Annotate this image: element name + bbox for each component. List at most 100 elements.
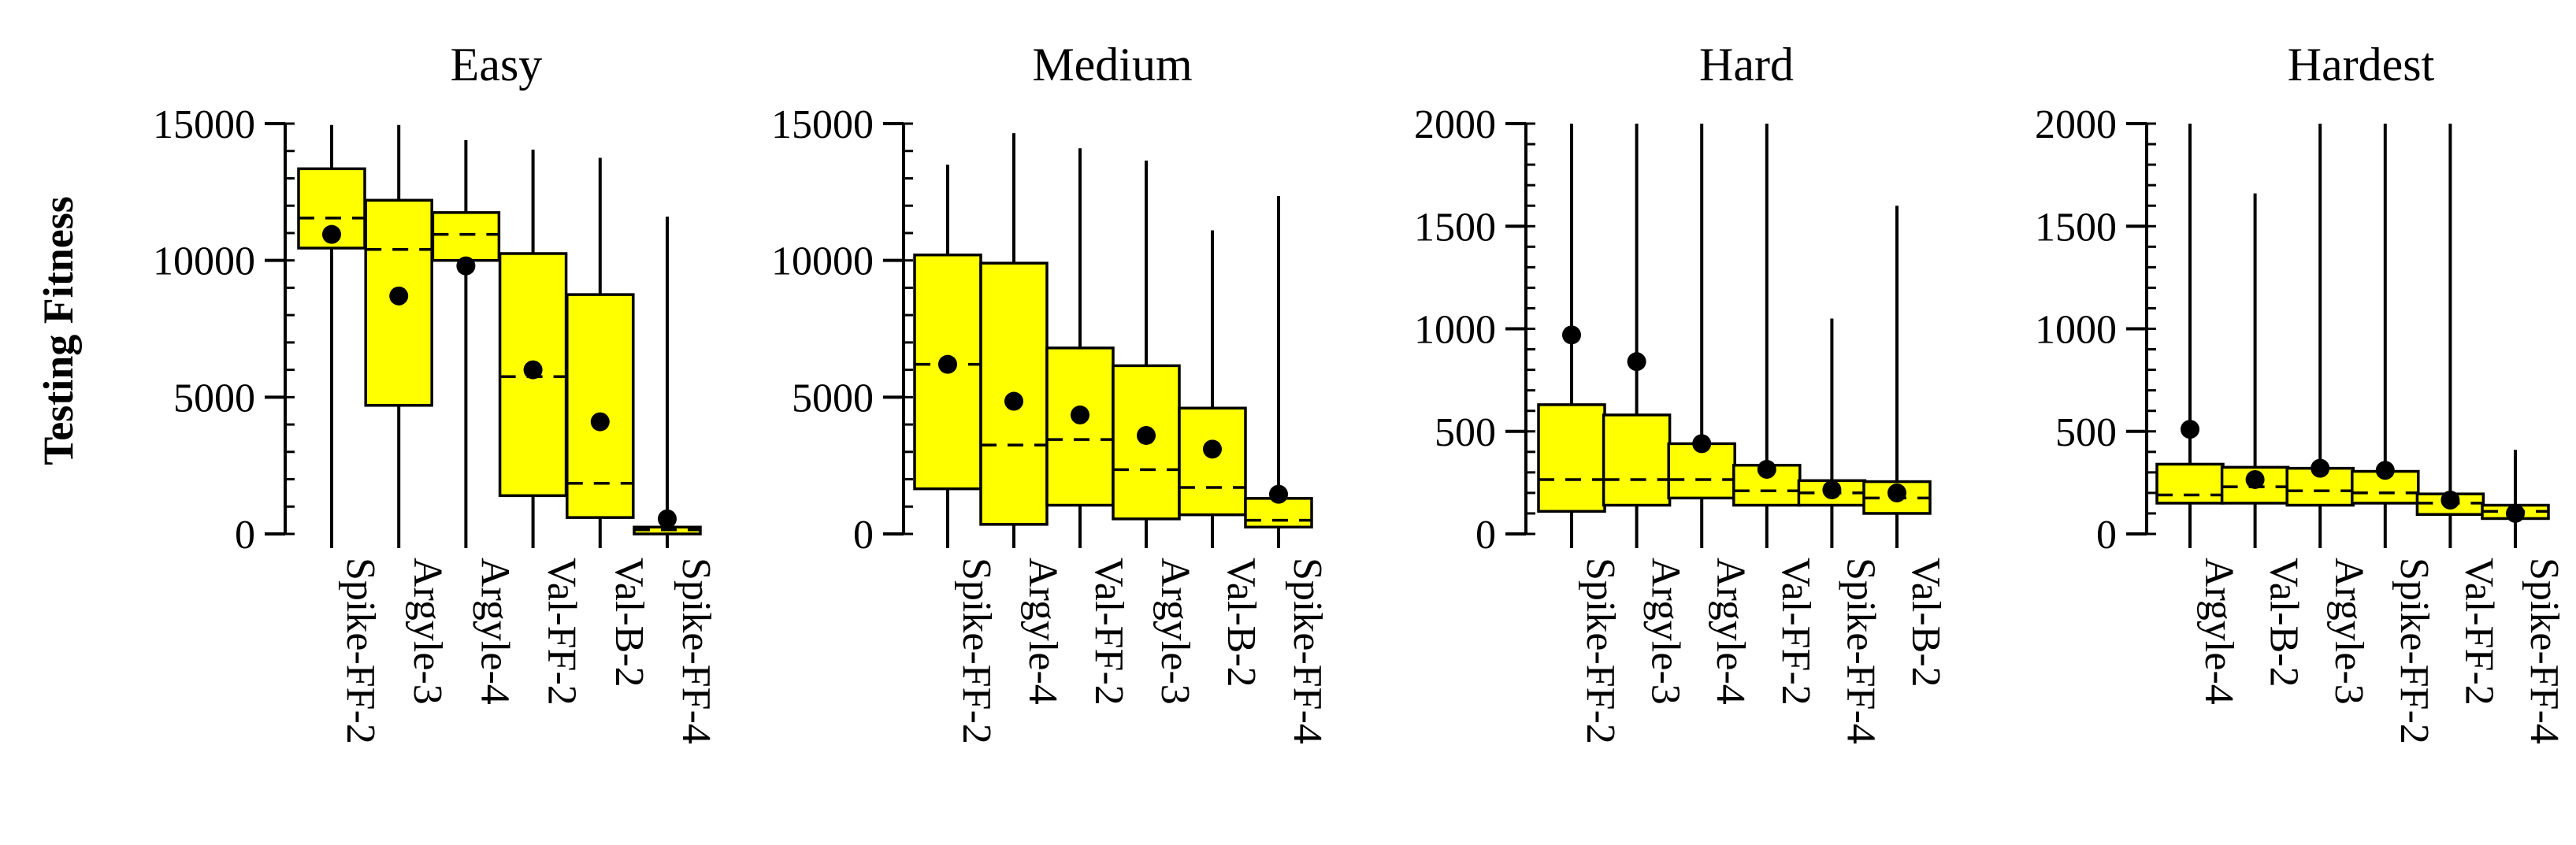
y-tick-label: 5000	[792, 376, 874, 421]
x-tick-label: Val-B-2	[1903, 558, 1948, 687]
box-val-b-2: Val-B-2	[1862, 206, 1948, 687]
iqr-box	[431, 211, 501, 262]
mean-marker	[523, 360, 543, 380]
box-spike-ff-2: Spike-FF-2	[297, 124, 383, 744]
x-tick-label: Spike-FF-2	[2392, 558, 2437, 744]
y-tick-label: 1500	[1414, 205, 1496, 250]
mean-marker	[1887, 483, 1906, 502]
mean-marker	[2245, 469, 2265, 489]
mean-marker	[1627, 352, 1646, 372]
mean-marker	[2311, 458, 2330, 478]
mean-marker	[2506, 503, 2525, 523]
panel-title: Medium	[1032, 39, 1192, 91]
iqr-box	[2155, 462, 2225, 505]
y-tick-label: 1000	[2035, 308, 2117, 353]
box-argyle-3: Argyle-3	[1112, 160, 1197, 705]
x-tick-label: Argyle-4	[472, 558, 517, 705]
x-tick-label: Spike-FF-4	[1838, 558, 1883, 744]
mean-marker	[2181, 420, 2199, 439]
mean-marker	[1562, 325, 1581, 345]
x-tick-label: Spike-FF-4	[674, 558, 718, 744]
x-tick-label: Val-B-2	[1219, 558, 1264, 687]
panel-title: Hard	[1699, 39, 1794, 91]
iqr-box	[566, 293, 635, 519]
box-spike-ff-2: Spike-FF-2	[1537, 124, 1623, 744]
box-val-b-2: Val-B-2	[566, 158, 651, 687]
iqr-box	[1178, 406, 1247, 517]
x-tick-label: Spike-FF-4	[2522, 558, 2567, 744]
y-tick-label: 10000	[153, 239, 255, 284]
x-tick-label: Spike-FF-4	[1285, 558, 1330, 744]
panel-title: Easy	[451, 39, 543, 91]
y-tick-label: 10000	[771, 239, 874, 284]
box-val-ff-2: Val-FF-2	[1045, 148, 1131, 706]
box-argyle-3: Argyle-3	[364, 124, 450, 705]
box-argyle-3: Argyle-3	[1602, 124, 1688, 705]
y-tick-label: 15000	[153, 102, 255, 147]
x-tick-label: Val-FF-2	[1773, 558, 1818, 706]
box-val-ff-2: Val-FF-2	[1732, 124, 1818, 706]
x-tick-label: Spike-FF-2	[954, 558, 999, 744]
y-tick-label: 15000	[771, 102, 874, 147]
mean-marker	[2375, 461, 2395, 480]
panel-title: Hardest	[2288, 39, 2435, 91]
y-tick-label: 0	[1475, 513, 1496, 558]
y-tick-label: 1000	[1414, 308, 1496, 353]
box-argyle-4: Argyle-4	[2155, 124, 2241, 705]
y-tick-label: 500	[1435, 410, 1496, 455]
mean-marker	[2441, 491, 2460, 510]
mean-marker	[590, 412, 610, 432]
box-val-b-2: Val-B-2	[2220, 193, 2307, 687]
y-tick-label: 5000	[173, 376, 255, 421]
box-argyle-4: Argyle-4	[1667, 124, 1753, 705]
mean-marker	[456, 256, 476, 276]
x-tick-label: Val-B-2	[2262, 558, 2307, 687]
mean-marker	[1692, 434, 1712, 454]
box-argyle-3: Argyle-3	[2285, 124, 2371, 705]
x-tick-label: Val-FF-2	[2456, 558, 2501, 706]
box-argyle-4: Argyle-4	[431, 139, 517, 705]
y-tick-label: 2000	[1414, 102, 1496, 147]
iqr-box	[1045, 347, 1115, 507]
y-axis-label: Testing Fitness	[35, 196, 82, 465]
iqr-box	[1537, 403, 1606, 513]
box-spike-ff-4: Spike-FF-4	[2481, 450, 2567, 744]
x-tick-label: Argyle-3	[1643, 558, 1688, 705]
x-tick-label: Spike-FF-2	[338, 558, 383, 744]
box-spike-ff-4: Spike-FF-4	[1797, 318, 1883, 744]
x-tick-label: Spike-FF-2	[1578, 558, 1623, 744]
mean-marker	[938, 354, 957, 374]
panel-hard: Hard 0 500 1000 1500 2000 Spike-FF-2 Argyle-3 Ar…	[1414, 39, 1948, 744]
x-tick-label: Val-B-2	[607, 558, 651, 687]
mean-marker	[1757, 459, 1776, 479]
panel-medium: Medium 0 5000 10000 15000 Spike-FF-2 Argyle-4 V…	[771, 39, 1330, 744]
mean-marker	[1822, 480, 1842, 499]
iqr-box	[1112, 364, 1181, 521]
x-tick-label: Argyle-4	[1020, 558, 1065, 705]
y-tick-label: 500	[2055, 410, 2117, 455]
y-tick-label: 0	[235, 513, 255, 558]
x-tick-label: Argyle-4	[2196, 558, 2241, 705]
box-spike-ff-4: Spike-FF-4	[633, 217, 718, 744]
x-tick-label: Argyle-4	[1708, 558, 1753, 705]
panel-easy: Easy 0 5000 10000 15000 Spike-FF-2 Argyle-3 Arg…	[153, 39, 718, 744]
y-tick-label: 0	[853, 513, 874, 558]
iqr-box	[1602, 413, 1672, 507]
y-tick-label: 2000	[2035, 102, 2117, 147]
box-val-ff-2: Val-FF-2	[498, 149, 585, 706]
mean-marker	[658, 509, 677, 528]
box-val-b-2: Val-B-2	[1178, 230, 1264, 687]
y-tick-label: 1500	[2035, 205, 2117, 250]
mean-marker	[1203, 439, 1222, 459]
x-tick-label: Argyle-3	[2326, 558, 2371, 705]
box-spike-ff-4: Spike-FF-4	[1244, 196, 1330, 744]
x-tick-label: Val-FF-2	[1086, 558, 1131, 706]
box-argyle-4: Argyle-4	[979, 133, 1065, 705]
mean-marker	[389, 286, 409, 306]
mean-marker	[1004, 391, 1023, 411]
x-tick-label: Argyle-3	[405, 558, 450, 705]
panel-hardest: Hardest 0 500 1000 1500 2000 Argyle-4 Val-B-2 Ar…	[2035, 39, 2567, 744]
mean-marker	[1137, 425, 1156, 445]
